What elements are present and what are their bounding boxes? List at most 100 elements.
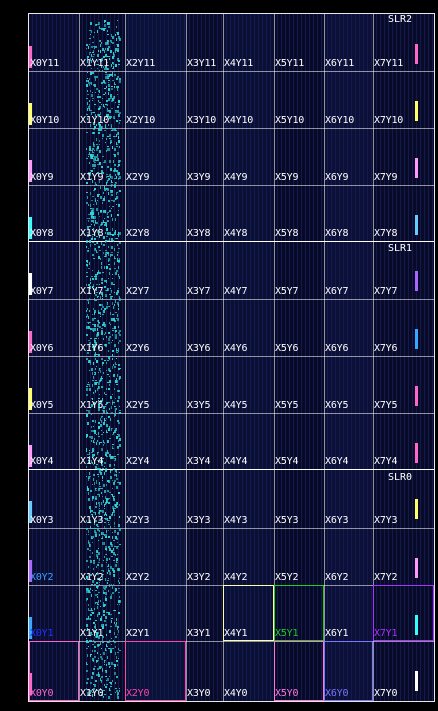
clock-region-label-x2y0[interactable]: X2Y0: [126, 688, 150, 699]
clock-region-label-x0y9[interactable]: X0Y9: [30, 172, 54, 183]
clock-region-label-x5y2[interactable]: X5Y2: [275, 572, 299, 583]
clock-region-label-x7y7[interactable]: X7Y7: [374, 286, 398, 297]
clock-region-label-x5y9[interactable]: X5Y9: [275, 172, 299, 183]
clock-region-label-x4y3[interactable]: X4Y3: [224, 515, 248, 526]
clock-region-label-x2y8[interactable]: X2Y8: [126, 228, 150, 239]
clock-region-label-x1y6[interactable]: X1Y6: [80, 343, 104, 354]
clock-region-label-x7y1[interactable]: X7Y1: [374, 628, 398, 639]
clock-region-label-x0y8[interactable]: X0Y8: [30, 228, 54, 239]
clock-region-label-x6y10[interactable]: X6Y10: [325, 115, 355, 126]
clock-region-label-x3y2[interactable]: X3Y2: [187, 572, 211, 583]
clock-region-label-x2y6[interactable]: X2Y6: [126, 343, 150, 354]
clock-region-label-x4y5[interactable]: X4Y5: [224, 400, 248, 411]
clock-region-label-x3y0[interactable]: X3Y0: [187, 688, 211, 699]
placed-cell: [118, 288, 119, 289]
clock-region-label-x5y0[interactable]: X5Y0: [275, 688, 299, 699]
clock-region-label-x5y11[interactable]: X5Y11: [275, 58, 305, 69]
clock-region-label-x0y0[interactable]: X0Y0: [30, 688, 54, 699]
clock-region-label-x3y1[interactable]: X3Y1: [187, 628, 211, 639]
clock-region-label-x6y5[interactable]: X6Y5: [325, 400, 349, 411]
clock-region-label-x1y3[interactable]: X1Y3: [80, 515, 104, 526]
clock-region-label-x5y3[interactable]: X5Y3: [275, 515, 299, 526]
clock-region-label-x1y5[interactable]: X1Y5: [80, 400, 104, 411]
clock-region-label-x2y3[interactable]: X2Y3: [126, 515, 150, 526]
clock-region-label-x4y4[interactable]: X4Y4: [224, 456, 248, 467]
clock-region-label-x6y2[interactable]: X6Y2: [325, 572, 349, 583]
clock-region-label-x7y10[interactable]: X7Y10: [374, 115, 404, 126]
clock-region-label-x1y11[interactable]: X1Y11: [80, 58, 110, 69]
clock-region-label-x2y11[interactable]: X2Y11: [126, 58, 156, 69]
clock-region-label-x6y1[interactable]: X6Y1: [325, 628, 349, 639]
clock-region-label-x4y10[interactable]: X4Y10: [224, 115, 254, 126]
clock-region-label-x3y4[interactable]: X3Y4: [187, 456, 211, 467]
clock-region-label-x3y7[interactable]: X3Y7: [187, 286, 211, 297]
clock-region-label-x5y1[interactable]: X5Y1: [275, 628, 299, 639]
clock-region-label-x7y3[interactable]: X7Y3: [374, 515, 398, 526]
clock-region-label-x6y6[interactable]: X6Y6: [325, 343, 349, 354]
clock-region-label-x7y5[interactable]: X7Y5: [374, 400, 398, 411]
io-bank-marker: [415, 158, 418, 178]
clock-region-label-x2y1[interactable]: X2Y1: [126, 628, 150, 639]
clock-region-label-x2y7[interactable]: X2Y7: [126, 286, 150, 297]
clock-region-label-x2y9[interactable]: X2Y9: [126, 172, 150, 183]
clock-region-label-x4y8[interactable]: X4Y8: [224, 228, 248, 239]
clock-region-label-x3y8[interactable]: X3Y8: [187, 228, 211, 239]
clock-region-label-x5y6[interactable]: X5Y6: [275, 343, 299, 354]
clock-region-label-x0y11[interactable]: X0Y11: [30, 58, 60, 69]
clock-region-label-x5y7[interactable]: X5Y7: [275, 286, 299, 297]
clock-region-label-x2y4[interactable]: X2Y4: [126, 456, 150, 467]
clock-region-label-x1y9[interactable]: X1Y9: [80, 172, 104, 183]
clock-region-label-x0y3[interactable]: X0Y3: [30, 515, 54, 526]
clock-region-label-x7y9[interactable]: X7Y9: [374, 172, 398, 183]
clock-region-label-x0y7[interactable]: X0Y7: [30, 286, 54, 297]
clock-region-label-x6y8[interactable]: X6Y8: [325, 228, 349, 239]
clock-region-label-x6y0[interactable]: X6Y0: [325, 688, 349, 699]
clock-region-label-x1y2[interactable]: X1Y2: [80, 572, 104, 583]
clock-region-label-x4y1[interactable]: X4Y1: [224, 628, 248, 639]
clock-region-label-x3y11[interactable]: X3Y11: [187, 58, 217, 69]
clock-region-label-x3y6[interactable]: X3Y6: [187, 343, 211, 354]
clock-region-label-x7y2[interactable]: X7Y2: [374, 572, 398, 583]
placed-cell: [114, 186, 116, 188]
clock-region-label-x1y1[interactable]: X1Y1: [80, 628, 104, 639]
clock-region-label-x6y9[interactable]: X6Y9: [325, 172, 349, 183]
clock-region-label-x6y4[interactable]: X6Y4: [325, 456, 349, 467]
clock-region-label-x2y5[interactable]: X2Y5: [126, 400, 150, 411]
clock-region-label-x1y8[interactable]: X1Y8: [80, 228, 104, 239]
clock-region-label-x4y7[interactable]: X4Y7: [224, 286, 248, 297]
clock-region-label-x5y5[interactable]: X5Y5: [275, 400, 299, 411]
clock-region-label-x1y4[interactable]: X1Y4: [80, 456, 104, 467]
clock-region-label-x0y10[interactable]: X0Y10: [30, 115, 60, 126]
clock-region-label-x4y2[interactable]: X4Y2: [224, 572, 248, 583]
clock-region-label-x7y11[interactable]: X7Y11: [374, 58, 404, 69]
clock-region-label-x0y4[interactable]: X0Y4: [30, 456, 54, 467]
clock-region-label-x1y0[interactable]: X1Y0: [80, 688, 104, 699]
clock-region-label-x0y1[interactable]: X0Y1: [30, 628, 54, 639]
clock-region-label-x4y0[interactable]: X4Y0: [224, 688, 248, 699]
clock-region-label-x0y5[interactable]: X0Y5: [30, 400, 54, 411]
clock-region-label-x1y7[interactable]: X1Y7: [80, 286, 104, 297]
clock-region-label-x7y4[interactable]: X7Y4: [374, 456, 398, 467]
clock-region-label-x5y8[interactable]: X5Y8: [275, 228, 299, 239]
clock-region-label-x1y10[interactable]: X1Y10: [80, 115, 110, 126]
clock-region-label-x5y4[interactable]: X5Y4: [275, 456, 299, 467]
clock-region-label-x3y5[interactable]: X3Y5: [187, 400, 211, 411]
clock-region-label-x7y6[interactable]: X7Y6: [374, 343, 398, 354]
clock-region-label-x6y7[interactable]: X6Y7: [325, 286, 349, 297]
clock-region-label-x4y6[interactable]: X4Y6: [224, 343, 248, 354]
clock-region-label-x3y10[interactable]: X3Y10: [187, 115, 217, 126]
clock-region-label-x4y11[interactable]: X4Y11: [224, 58, 254, 69]
clock-region-label-x0y6[interactable]: X0Y6: [30, 343, 54, 354]
clock-region-label-x7y0[interactable]: X7Y0: [374, 688, 398, 699]
clock-region-label-x3y3[interactable]: X3Y3: [187, 515, 211, 526]
clock-region-label-x6y11[interactable]: X6Y11: [325, 58, 355, 69]
clock-region-label-x2y2[interactable]: X2Y2: [126, 572, 150, 583]
clock-region-label-x6y3[interactable]: X6Y3: [325, 515, 349, 526]
clock-region-label-x3y9[interactable]: X3Y9: [187, 172, 211, 183]
clock-region-label-x7y8[interactable]: X7Y8: [374, 228, 398, 239]
clock-region-label-x5y10[interactable]: X5Y10: [275, 115, 305, 126]
clock-region-label-x4y9[interactable]: X4Y9: [224, 172, 248, 183]
clock-region-label-x2y10[interactable]: X2Y10: [126, 115, 156, 126]
clock-region-label-x0y2[interactable]: X0Y2: [30, 572, 54, 583]
